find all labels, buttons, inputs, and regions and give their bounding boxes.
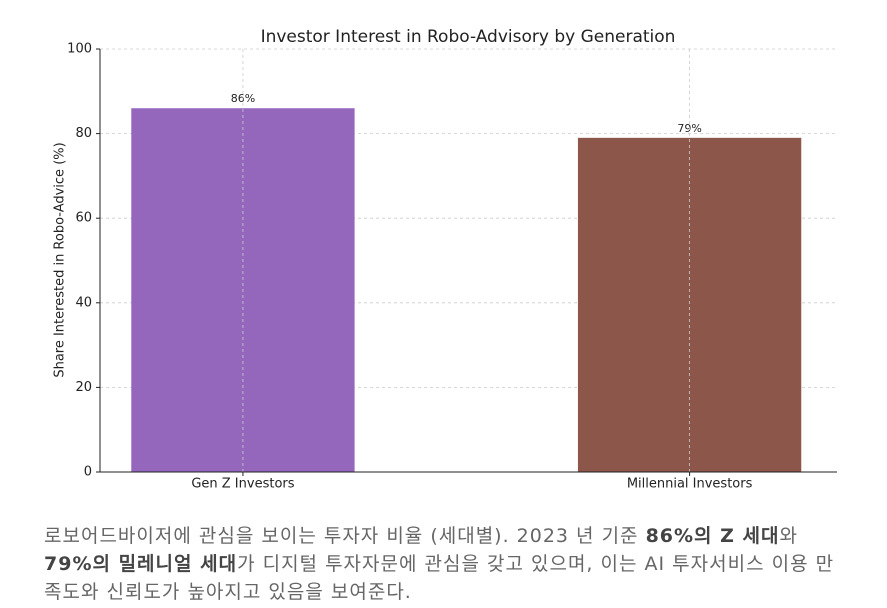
caption-bold: 79%의 밀레니얼 세대	[44, 553, 238, 575]
caption-text: 와	[779, 525, 798, 547]
caption: 로보어드바이저에 관심을 보이는 투자자 비율 (세대별). 2023 년 기준…	[44, 522, 844, 606]
x-tick-label: Gen Z Investors	[191, 477, 294, 492]
y-tick-label: 0	[84, 465, 92, 480]
y-tick-label: 60	[75, 211, 92, 226]
chart: Investor Interest in Robo-Advisory by Ge…	[53, 27, 837, 492]
caption-bold: 86%의 Z 세대	[645, 525, 780, 547]
y-tick-label: 100	[67, 42, 92, 57]
y-tick-label: 80	[75, 126, 92, 141]
x-tick-label: Millennial Investors	[627, 477, 753, 492]
y-axis-label: Share Interested in Robo-Advice (%)	[53, 142, 68, 377]
caption-text: 가 디지털 투자자문에 관심을 갖고 있으며, 이는 AI 투자서비스 이용 만…	[44, 553, 835, 603]
y-tick-label: 20	[75, 380, 92, 395]
caption-text: 로보어드바이저에 관심을 보이는 투자자 비율 (세대별). 2023 년 기준	[44, 525, 646, 547]
chart-title: Investor Interest in Robo-Advisory by Ge…	[261, 27, 676, 47]
y-tick-label: 40	[75, 295, 92, 310]
